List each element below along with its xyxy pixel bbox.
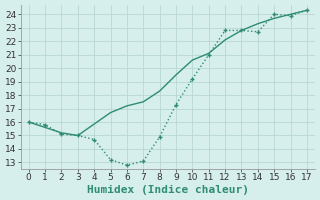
X-axis label: Humidex (Indice chaleur): Humidex (Indice chaleur) <box>87 185 249 195</box>
